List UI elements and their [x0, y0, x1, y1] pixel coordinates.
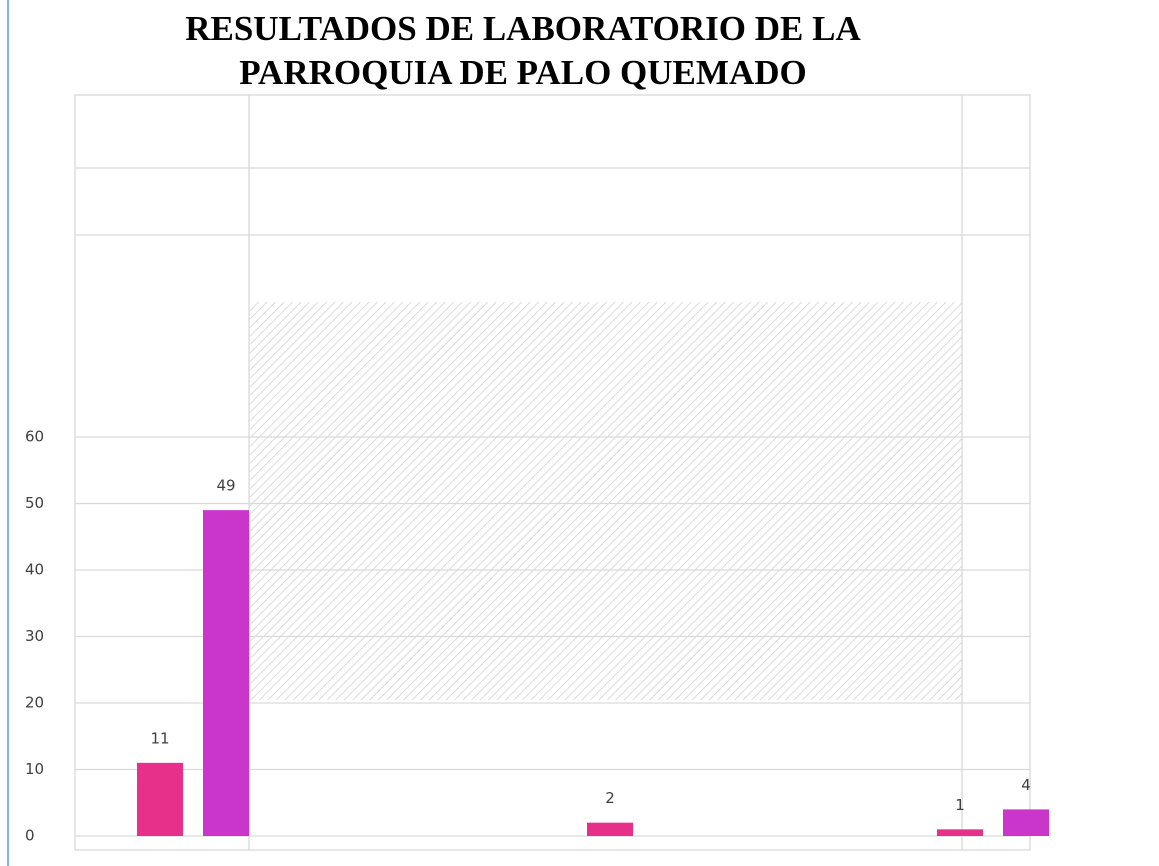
chart-title: PARROQUIA DE PALO QUEMADO	[239, 53, 806, 92]
y-tick-label: 50	[25, 494, 44, 512]
data-label: 11	[150, 729, 169, 747]
y-tick-label: 40	[25, 561, 44, 579]
chart-title: RESULTADOS DE LABORATORIO DE LA	[185, 9, 861, 48]
bar	[203, 510, 249, 836]
y-tick-label: 0	[25, 827, 35, 845]
bar	[587, 822, 633, 836]
hatched-area	[250, 302, 962, 700]
bar	[937, 829, 983, 836]
data-label: 4	[1021, 776, 1031, 794]
data-label: 2	[605, 789, 615, 807]
y-tick-label: 10	[25, 760, 44, 778]
plot-frame	[74, 94, 1031, 851]
y-tick-label: 20	[25, 694, 44, 712]
data-label: 1	[955, 796, 965, 814]
bar	[1003, 809, 1049, 836]
bar	[137, 762, 183, 836]
data-label: 49	[216, 477, 235, 495]
y-tick-label: 30	[25, 627, 44, 645]
y-tick-label: 60	[25, 428, 44, 446]
